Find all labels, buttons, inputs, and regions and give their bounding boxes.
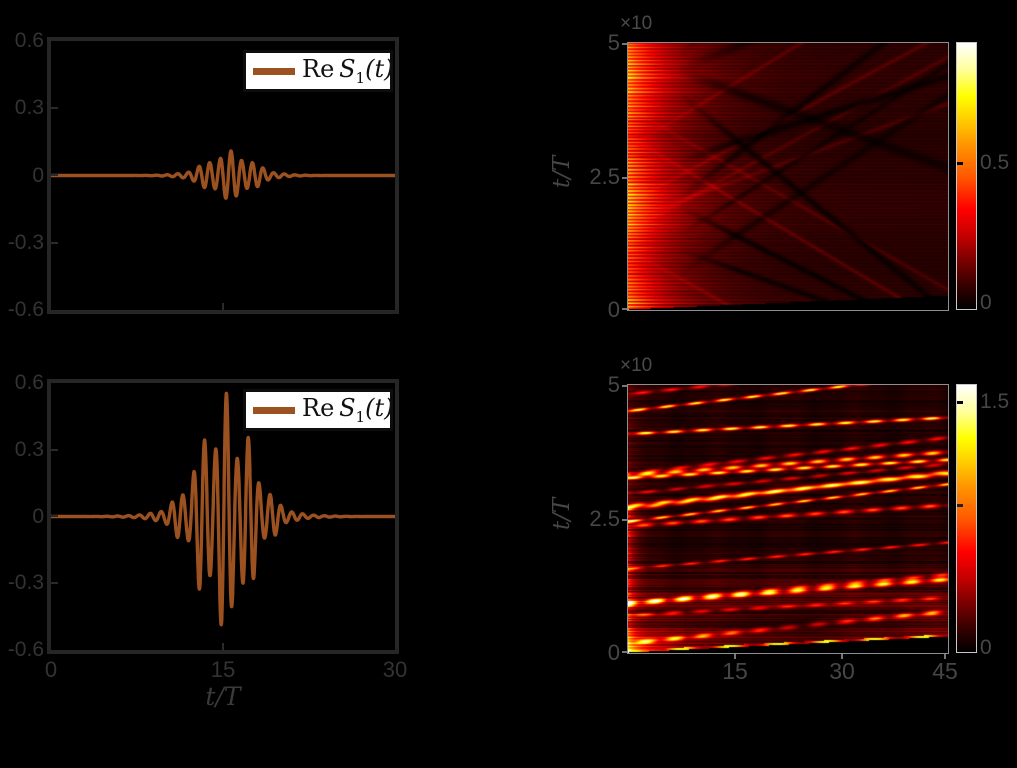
colorbar-tick-mark <box>957 162 963 165</box>
xtick-label: 30 <box>382 657 408 682</box>
ytick-mark <box>51 107 58 109</box>
xtick-label: 45 <box>932 658 958 684</box>
ytick-mark <box>622 308 627 310</box>
y-exponent-label-bottom: ×10 <box>620 355 653 376</box>
ytick-label: 0.6 <box>14 371 44 394</box>
ytick-mark <box>622 651 627 653</box>
legend-label: Re S1(t) <box>302 393 394 426</box>
ytick-label: 5 <box>607 372 620 397</box>
ytick-label: 0 <box>607 297 620 322</box>
ytick-mark <box>51 242 58 244</box>
ytick-mark <box>622 385 627 387</box>
heatmap-bottom-right <box>627 384 949 654</box>
ytick-mark <box>51 515 58 517</box>
ytick-label: 0.3 <box>14 438 44 461</box>
panel-top-left-axes: Re S1(t) <box>47 37 399 314</box>
xtick-mark <box>222 303 224 310</box>
ytick-label: -0.6 <box>7 638 44 661</box>
ytick-label: 0.6 <box>14 29 44 52</box>
ytick-mark <box>51 582 58 584</box>
xtick-mark <box>734 654 736 659</box>
colorbar-top-right <box>956 42 977 310</box>
legend-label: Re S1(t) <box>302 54 394 87</box>
ytick-label: 2.5 <box>589 164 620 189</box>
heatmap-top-right-canvas <box>628 43 948 310</box>
ytick-label: -0.3 <box>7 231 44 254</box>
xtick-mark <box>944 654 946 659</box>
colorbar-tick-mark <box>957 504 963 507</box>
colorbar-tick-mark <box>957 401 963 404</box>
heatmap-bottom-right-canvas <box>628 385 948 653</box>
legend-top-left: Re S1(t) <box>243 50 393 92</box>
ytick-label: 0 <box>32 164 44 187</box>
ytick-mark <box>622 43 627 45</box>
colorbar-tick-label: 0 <box>980 291 992 314</box>
ytick-mark <box>622 519 627 521</box>
colorbar-bottom-right <box>956 384 977 653</box>
legend-line-sample <box>253 406 295 414</box>
xaxis-label-bottom-left: t/T <box>205 682 241 711</box>
ytick-label: 0 <box>32 505 44 528</box>
yaxis-label-bottom-right: t/T <box>549 497 575 531</box>
ytick-label: 0 <box>607 640 620 665</box>
colorbar-tick-label: 0 <box>980 636 992 659</box>
xtick-mark <box>222 643 224 650</box>
legend-line-sample <box>253 67 295 75</box>
xtick-label: 15 <box>722 658 748 684</box>
xtick-label: 15 <box>210 657 236 682</box>
heatmap-top-right <box>627 42 949 311</box>
signal-trace-top <box>51 149 395 200</box>
panel-bottom-left-axes: Re S1(t) <box>47 379 399 654</box>
colorbar-tick-label: 0.5 <box>980 151 1010 174</box>
ytick-label: 5 <box>607 30 620 55</box>
ytick-label: 0.3 <box>14 96 44 119</box>
legend-bottom-left: Re S1(t) <box>243 389 393 431</box>
ytick-mark <box>51 174 58 176</box>
colorbar-gradient <box>957 385 976 652</box>
colorbar-tick-label: 1.5 <box>980 390 1010 413</box>
xtick-mark <box>841 654 843 659</box>
ytick-label: -0.6 <box>7 298 44 321</box>
y-exponent-label-top: ×10 <box>620 13 653 34</box>
signal-trace-bottom <box>51 391 395 627</box>
colorbar-gradient <box>957 43 976 309</box>
xtick-label: 0 <box>44 657 58 682</box>
ytick-mark <box>622 177 627 179</box>
ytick-label: -0.3 <box>7 571 44 594</box>
ytick-mark <box>51 449 58 451</box>
xtick-label: 30 <box>829 658 855 684</box>
ytick-label: 2.5 <box>589 506 620 531</box>
yaxis-label-top-right: t/T <box>549 155 575 189</box>
